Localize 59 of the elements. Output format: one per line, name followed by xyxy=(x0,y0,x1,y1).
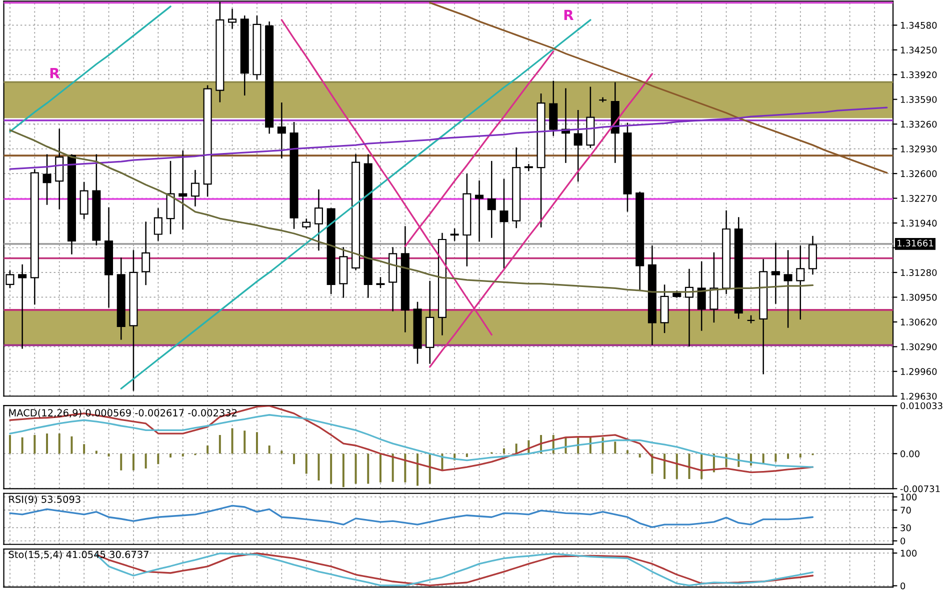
y-tick-label: 0.010033 xyxy=(900,402,942,410)
y-tick-label: 0.00 xyxy=(900,450,920,458)
candlestick xyxy=(500,178,508,269)
candlestick xyxy=(598,97,608,102)
y-tick-label: 1.29960 xyxy=(900,368,937,375)
candlestick xyxy=(771,242,780,304)
candlestick xyxy=(796,246,805,320)
candlestick xyxy=(190,170,200,206)
candlestick xyxy=(314,189,323,251)
candlestick xyxy=(710,252,718,323)
line-series xyxy=(9,106,888,170)
candlestick xyxy=(228,8,237,29)
candlestick xyxy=(42,154,52,205)
y-tick-label: 1.30290 xyxy=(900,343,937,350)
y-tick-label: 1.30950 xyxy=(900,294,937,301)
line-series xyxy=(9,6,172,132)
y-tick-label: 1.32270 xyxy=(900,195,937,202)
y-tick-label: 1.31940 xyxy=(900,220,937,227)
y-tick-label: 1.32600 xyxy=(900,170,937,178)
candlestick xyxy=(376,277,385,288)
y-tick-label: 1.31280 xyxy=(900,269,937,276)
chart-title: MACD(12,26,9) 0.000569 -0.002617 -0.002332 xyxy=(9,408,237,418)
candlestick xyxy=(697,261,706,331)
ref-line-label: 1.31661 xyxy=(898,240,934,247)
candlestick xyxy=(574,110,582,182)
candlestick xyxy=(450,228,459,241)
y-tick-label: 1.33260 xyxy=(900,120,937,128)
y-tick-label: 0 xyxy=(900,538,906,544)
y-tick-label: 1.34580 xyxy=(900,22,937,29)
y-tick-label: 70 xyxy=(900,506,911,514)
candlestick xyxy=(277,102,286,158)
candlestick xyxy=(808,236,817,275)
y-tick-label: 1.34250 xyxy=(900,46,937,54)
candlestick xyxy=(784,250,792,328)
candlestick xyxy=(178,150,188,230)
candlestick xyxy=(18,264,27,349)
y-tick-label: 1.33920 xyxy=(900,71,937,78)
annotation: R xyxy=(50,68,60,78)
candlestick xyxy=(475,180,484,242)
y-tick-label: 0 xyxy=(900,582,906,590)
y-tick-label: 1.30620 xyxy=(900,318,937,326)
y-tick-label: 30 xyxy=(900,524,911,532)
candlestick xyxy=(154,208,162,241)
y-tick-label: 100 xyxy=(900,550,917,557)
candlestick xyxy=(142,222,150,286)
y-tick-label: 1.33590 xyxy=(900,96,937,103)
y-tick-label: 1.29630 xyxy=(900,392,937,400)
line-series xyxy=(9,504,814,528)
y-tick-label: 100 xyxy=(900,494,917,500)
line-series xyxy=(120,19,592,390)
candlestick xyxy=(524,164,533,172)
chart-title: Sto(15,5,4) 41.0545 30.6737 xyxy=(8,550,148,560)
y-tick-label: 1.32930 xyxy=(900,146,937,152)
candlestick xyxy=(487,160,496,238)
candlestick xyxy=(55,128,64,210)
chart-title: RSI(9) 53.5093 xyxy=(9,495,80,504)
annotation: R xyxy=(564,10,574,20)
y-tick-label: -0.00731 xyxy=(900,485,940,492)
candlestick xyxy=(80,182,88,220)
